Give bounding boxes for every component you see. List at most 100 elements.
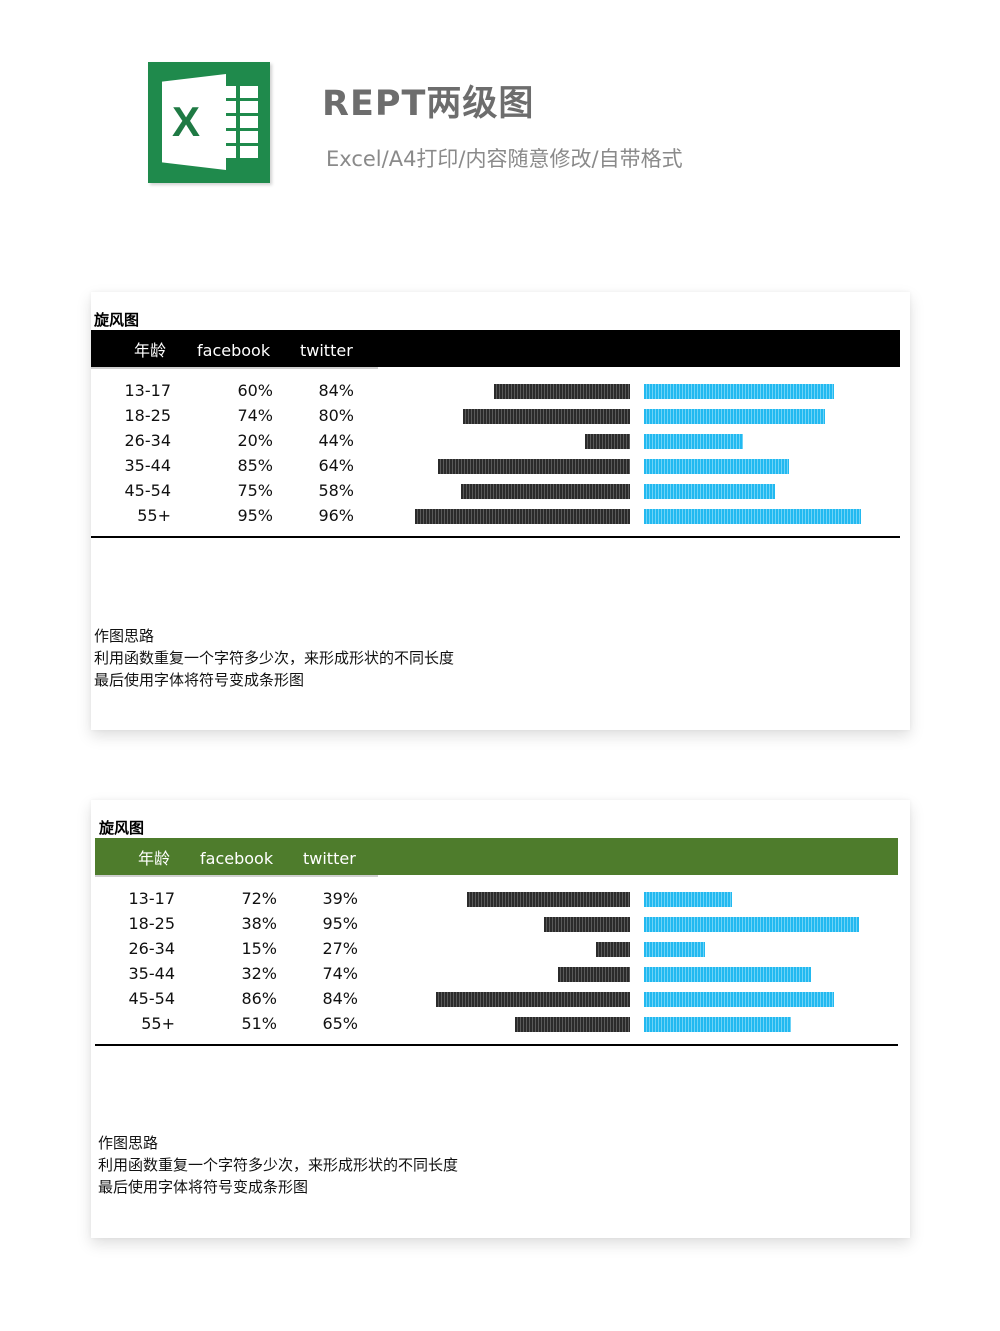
header-underline [95, 875, 378, 877]
twitter-bar [644, 992, 834, 1007]
twitter-bar [644, 892, 732, 907]
facebook-cell: 15% [241, 939, 277, 958]
twitter-cell: 80% [318, 406, 354, 425]
twitter-cell: 84% [322, 989, 358, 1008]
twitter-cell: 39% [322, 889, 358, 908]
facebook-cell: 72% [241, 889, 277, 908]
logo-grid-icon [218, 86, 258, 158]
facebook-bar [436, 992, 630, 1007]
facebook-cell: 86% [241, 989, 277, 1008]
twitter-bar [644, 967, 811, 982]
twitter-bar [644, 484, 775, 499]
header-twitter: twitter [303, 849, 356, 868]
header-twitter: twitter [300, 341, 353, 360]
table-row: 45-54 75% 58% [91, 478, 900, 503]
age-cell: 55+ [137, 506, 171, 525]
facebook-cell: 85% [237, 456, 273, 475]
twitter-cell: 84% [318, 381, 354, 400]
twitter-cell: 58% [318, 481, 354, 500]
facebook-bar [585, 434, 630, 449]
twitter-bar [644, 384, 834, 399]
header-facebook: facebook [200, 849, 274, 868]
age-cell: 13-17 [128, 889, 176, 908]
age-cell: 26-34 [124, 431, 172, 450]
age-cell: 13-17 [124, 381, 172, 400]
note-title: 作图思路 [98, 1134, 159, 1152]
facebook-cell: 60% [237, 381, 273, 400]
twitter-bar [644, 409, 825, 424]
twitter-cell: 64% [318, 456, 354, 475]
facebook-cell: 38% [241, 914, 277, 933]
age-cell: 35-44 [128, 964, 176, 983]
facebook-bar [461, 484, 630, 499]
note-title: 作图思路 [94, 627, 155, 645]
header-age: 年龄 [138, 849, 171, 868]
facebook-cell: 32% [241, 964, 277, 983]
page-subtitle: Excel/A4打印/内容随意修改/自带格式 [326, 147, 683, 171]
logo-letter: X [172, 98, 201, 145]
twitter-bar [644, 509, 861, 524]
facebook-bar [438, 459, 630, 474]
table-row: 26-34 15% 27% [91, 936, 900, 961]
twitter-bar [644, 459, 789, 474]
table-bottom-rule [91, 536, 900, 538]
table-header: 年龄 facebook twitter [91, 330, 900, 367]
card-title: 旋风图 [94, 311, 140, 329]
note-line: 利用函数重复一个字符多少次，来形成形状的不同长度 [98, 1156, 459, 1174]
twitter-cell: 65% [322, 1014, 358, 1033]
age-cell: 45-54 [128, 989, 176, 1008]
table-row: 26-34 20% 44% [91, 428, 900, 453]
facebook-cell: 20% [237, 431, 273, 450]
facebook-bar [494, 384, 630, 399]
age-cell: 35-44 [124, 456, 172, 475]
facebook-cell: 75% [237, 481, 273, 500]
table-row: 13-17 60% 84% [91, 378, 900, 403]
table-row: 18-25 38% 95% [91, 911, 900, 936]
age-cell: 18-25 [128, 914, 176, 933]
excel-logo-icon: X [148, 62, 270, 183]
note-line: 最后使用字体将符号变成条形图 [94, 671, 305, 689]
logo-sheet [162, 74, 226, 170]
facebook-bar [558, 967, 630, 982]
facebook-bar [463, 409, 630, 424]
twitter-cell: 44% [318, 431, 354, 450]
card-title: 旋风图 [99, 819, 145, 837]
table-bottom-rule [95, 1044, 898, 1046]
table-header: 年龄 facebook twitter [95, 838, 898, 875]
facebook-cell: 95% [237, 506, 273, 525]
tornado-chart-card-1: 旋风图 年龄 facebook twitter 13-17 60% 84% 18-25… [91, 292, 910, 730]
header-age: 年龄 [134, 341, 167, 360]
page-title: REPT两级图 [322, 84, 535, 124]
facebook-cell: 51% [241, 1014, 277, 1033]
table-row: 13-17 72% 39% [91, 886, 900, 911]
table-row: 35-44 85% 64% [91, 453, 900, 478]
twitter-bar [644, 942, 705, 957]
tornado-chart-card-2: 旋风图 年龄 facebook twitter 13-17 72% 39% 18-25… [91, 800, 910, 1238]
facebook-bar [596, 942, 630, 957]
twitter-bar [644, 434, 743, 449]
table-row: 55+ 95% 96% [91, 503, 900, 528]
age-cell: 18-25 [124, 406, 172, 425]
twitter-bar [644, 1017, 791, 1032]
header-underline [91, 367, 378, 369]
age-cell: 45-54 [124, 481, 172, 500]
facebook-bar [515, 1017, 630, 1032]
twitter-cell: 74% [322, 964, 358, 983]
table-row: 55+ 51% 65% [91, 1011, 900, 1036]
header-facebook: facebook [197, 341, 271, 360]
facebook-bar [415, 509, 630, 524]
age-cell: 55+ [141, 1014, 175, 1033]
twitter-cell: 27% [322, 939, 358, 958]
facebook-bar [544, 917, 630, 932]
age-cell: 26-34 [128, 939, 176, 958]
twitter-cell: 96% [318, 506, 354, 525]
table-row: 45-54 86% 84% [91, 986, 900, 1011]
note-line: 利用函数重复一个字符多少次，来形成形状的不同长度 [94, 649, 455, 667]
facebook-cell: 74% [237, 406, 273, 425]
twitter-bar [644, 917, 859, 932]
table-row: 18-25 74% 80% [91, 403, 900, 428]
facebook-bar [467, 892, 630, 907]
table-row: 35-44 32% 74% [91, 961, 900, 986]
twitter-cell: 95% [322, 914, 358, 933]
note-line: 最后使用字体将符号变成条形图 [98, 1178, 309, 1196]
